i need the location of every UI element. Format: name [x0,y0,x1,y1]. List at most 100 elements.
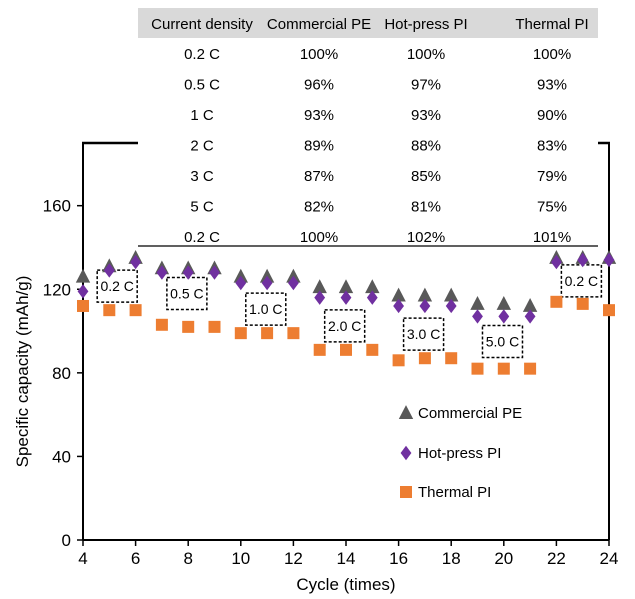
thermal-pi-legend-marker [400,486,412,498]
commercial-pe-point [365,279,380,294]
table-header-cell: Current density [151,16,253,33]
table-cell: 83% [537,138,567,155]
x-tick-label: 24 [600,549,619,568]
thermal-pi-point [524,362,537,375]
hot-press-pi-point [472,309,483,324]
x-tick-label: 16 [389,549,408,568]
hot-press-pi-point [288,275,299,291]
y-tick-label: 160 [43,197,71,216]
table-cell: 1 C [190,107,214,124]
y-tick-label: 80 [52,364,71,383]
rate-box [245,292,287,326]
x-axis-title: Cycle (times) [296,575,395,594]
hot-press-pi-point [551,254,562,270]
hot-press-pi-point [103,263,115,278]
commercial-pe-point [391,287,406,302]
table-cell: 82% [304,199,334,216]
thermal-pi-point [366,343,379,356]
y-tick-label: 0 [62,531,71,550]
hot-press-pi-point [182,265,194,280]
x-tick-label: 4 [78,549,87,568]
thermal-pi-point [155,318,168,331]
table-cell: 2 C [190,138,214,155]
table-cell: 0.2 C [184,46,220,63]
table-cell: 100% [407,46,445,63]
hot-press-pi-legend-marker [400,445,412,461]
rate-box-label: 0.5 C [170,285,203,301]
commercial-pe-point [522,298,538,312]
rate-box-label: 2.0 C [328,318,361,334]
table-cell: 81% [411,199,441,216]
x-tick-label: 14 [337,549,356,568]
thermal-pi-point [234,327,247,340]
x-tick-label: 12 [284,549,303,568]
thermal-pi-legend-label: Thermal PI [418,484,491,501]
rate-box [323,309,366,343]
commercial-pe-point [338,279,354,294]
table-cell: 93% [411,107,441,124]
thermal-pi-point [287,327,300,340]
commercial-pe-point [75,268,91,283]
table-cell: 88% [411,138,441,155]
hot-press-pi-point [340,290,352,305]
table-header-cell: Thermal PI [515,16,588,33]
table-cell: 90% [537,107,567,124]
hot-press-pi-point [419,298,431,314]
commercial-pe-point [444,287,459,302]
table-cell: 3 C [190,168,214,185]
retention-table: Current density Commercial PE Hot-press PI… [138,8,598,247]
table-header-cell: Commercial PE [267,16,371,33]
commercial-pe-point [233,268,248,283]
thermal-pi-point [576,297,589,310]
hot-press-pi-point [524,309,536,324]
rate-box [481,324,524,359]
hot-press-pi-point [130,254,141,270]
thermal-pi-point [340,343,352,356]
hot-press-pi-point [577,252,589,268]
x-tick-label: 22 [547,549,566,568]
commercial-pe-point [496,295,511,310]
thermal-pi-point [208,320,221,333]
commercial-pe-point [259,268,275,283]
x-tick-label: 10 [231,549,250,568]
data-points [75,250,617,375]
thermal-pi-point [497,362,510,375]
commercial-pe-point [417,287,433,302]
hot-press-pi-point [498,309,510,324]
hot-press-pi-point [77,284,89,299]
table-cell: 0.2 C [184,229,220,246]
rate-annotations: 0.2 C 0.5 C 1.0 C 2.0 C 3.0 C 5.0 C 0.2 C [96,264,603,359]
thermal-pi-point [129,304,142,317]
thermal-pi-point [182,320,195,333]
thermal-pi-point [603,304,615,317]
hot-press-pi-point [366,290,378,305]
table-cell: 85% [411,168,441,185]
thermal-pi-point [261,327,274,340]
rate-box-label: 0.2 C [100,278,133,294]
rate-box [560,264,603,298]
table-cell: 100% [300,46,338,63]
table-cell: 89% [304,138,334,155]
thermal-pi-point [418,352,431,365]
rate-box-label: 1.0 C [249,301,282,317]
commercial-pe-point [286,268,301,283]
hot-press-pi-point [393,298,404,314]
chart-legend: Commercial PE Hot-press PI Thermal PI [398,405,522,501]
hot-press-pi-legend-label: Hot-press PI [418,445,501,462]
hot-press-pi-point [261,275,273,291]
rate-box [96,269,138,303]
thermal-pi-point [445,352,458,365]
chart-axes: 4 6 8 10 12 14 16 18 20 22 24 0 40 80 120 160 Cycle (tim… [13,141,619,594]
y-axis-title: Specific capacity (mAh/g) [13,276,32,468]
y-tick-label: 40 [52,447,71,466]
table-cell: 101% [533,229,571,246]
y-tick-label: 120 [43,280,71,299]
table-cell: 100% [533,46,571,63]
table-cell: 97% [411,77,441,94]
thermal-pi-point [77,299,89,312]
hot-press-pi-point [445,298,457,314]
commercial-pe-point [470,295,485,310]
table-header-cell: Hot-press PI [384,16,467,33]
thermal-pi-point [392,354,405,367]
